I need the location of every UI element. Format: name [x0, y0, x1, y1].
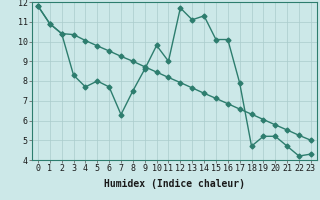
X-axis label: Humidex (Indice chaleur): Humidex (Indice chaleur) [104, 179, 245, 189]
